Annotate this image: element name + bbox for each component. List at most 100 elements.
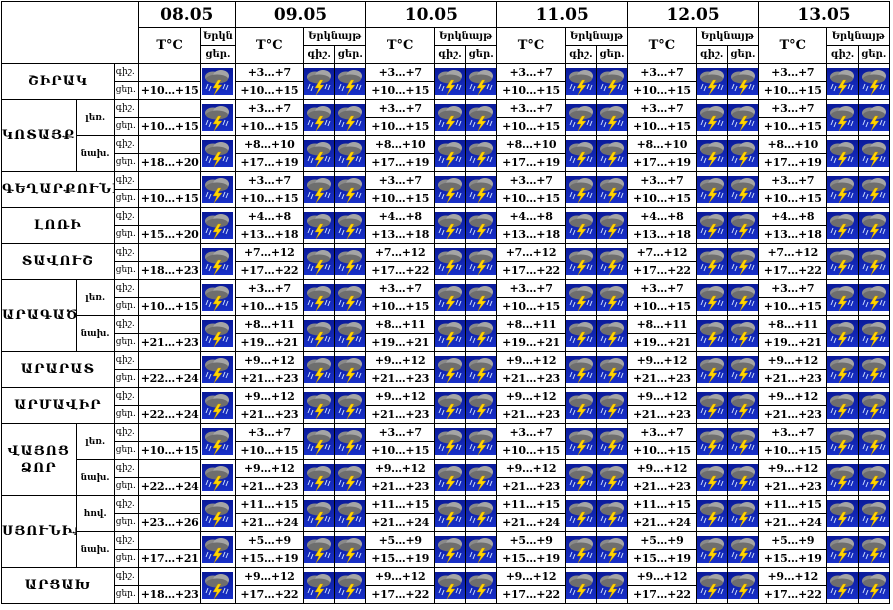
night-temperature: +8...+10 — [757, 135, 828, 154]
thunderstorm-rain-icon — [335, 536, 365, 563]
day-sky-cell — [595, 135, 629, 172]
thunderstorm-rain-icon — [697, 320, 727, 347]
thunderstorm-rain-icon — [202, 104, 234, 131]
night-temperature — [137, 423, 202, 442]
first-day-sky-cell — [200, 423, 236, 460]
night-temperature: +3...+7 — [757, 279, 828, 298]
night-sky-cell — [695, 387, 728, 424]
night-sky-cell — [564, 567, 597, 604]
night-temperature: +3...+7 — [757, 99, 828, 118]
date-header: 13.05 — [758, 1, 890, 28]
day-label: ցեր. — [113, 333, 139, 352]
night-temperature: +7...+12 — [757, 243, 828, 262]
thunderstorm-rain-icon — [435, 464, 465, 491]
first-day-sky-cell — [200, 135, 236, 172]
region-day-row: ցեր. +21...+23 +19...+21 +19...+21 +19...+21… — [2, 333, 890, 352]
night-sky-cell — [826, 207, 859, 244]
night-sky-cell — [564, 279, 597, 316]
temperature-header: T°C — [234, 27, 305, 64]
night-temperature: +9...+12 — [496, 351, 566, 370]
day-label: ցեր. — [113, 477, 139, 496]
night-temperature: +9...+12 — [234, 459, 305, 478]
thunderstorm-rain-icon — [827, 176, 858, 203]
day-temperature: +21...+23 — [365, 477, 435, 496]
thunderstorm-rain-icon — [827, 68, 858, 95]
night-temperature: +8...+11 — [757, 315, 828, 334]
day-temperature: +17...+22 — [234, 261, 305, 280]
day-temperature: +10...+15 — [137, 81, 202, 100]
day-temperature: +21...+23 — [365, 369, 435, 388]
day-temperature: +13...+18 — [496, 225, 566, 244]
thunderstorm-rain-icon — [566, 212, 596, 239]
night-sky-cell — [826, 135, 859, 172]
day-temperature: +19...+21 — [365, 333, 435, 352]
region-day-row: ցեր. +10...+15 +10...+15 +10...+15 +10...+15… — [2, 297, 890, 316]
thunderstorm-rain-icon — [335, 284, 365, 311]
region-name: ԱՐՄԱՎԻՐ — [1, 387, 115, 424]
day-sky-cell — [334, 531, 367, 568]
thunderstorm-rain-icon — [202, 500, 234, 527]
day-temperature: +15...+19 — [234, 549, 305, 568]
region-name: ՇԻՐԱԿ — [1, 63, 115, 100]
thunderstorm-rain-icon — [827, 392, 858, 419]
night-sky-cell — [303, 567, 336, 604]
day-temperature: +10...+15 — [137, 117, 202, 136]
thunderstorm-rain-icon — [435, 104, 465, 131]
thunderstorm-rain-icon — [728, 500, 758, 527]
date-header: 08.05 — [137, 1, 236, 28]
night-sky-cell — [826, 243, 859, 280]
day-temperature: +21...+23 — [627, 405, 697, 424]
night-temperature: +5...+9 — [757, 531, 828, 550]
day-label: ցեր. — [113, 225, 139, 244]
thunderstorm-rain-icon — [728, 320, 758, 347]
night-sky-cell — [303, 279, 336, 316]
day-sky-cell — [726, 495, 760, 532]
day-sky-cell — [857, 387, 891, 424]
night-sky-cell — [433, 423, 467, 460]
thunderstorm-rain-icon — [202, 176, 234, 203]
day-temperature: +21...+24 — [627, 513, 697, 532]
day-temperature: +21...+24 — [234, 513, 305, 532]
night-temperature: +7...+12 — [234, 243, 305, 262]
day-sky-cell — [726, 171, 760, 208]
night-temperature: +8...+11 — [627, 315, 697, 334]
day-temperature: +10...+15 — [234, 297, 305, 316]
night-sky-cell — [303, 495, 336, 532]
day-sky-cell — [726, 351, 760, 388]
night-sky-cell — [303, 531, 336, 568]
night-sky-cell — [303, 423, 336, 460]
night-temperature: +9...+12 — [757, 459, 828, 478]
night-temperature: +9...+12 — [757, 351, 828, 370]
night-temperature: +9...+12 — [365, 387, 435, 406]
night-label: գիշ. — [113, 171, 139, 190]
region-night-row: ԳԵՂԱՐՔՈՒՆԻՔգիշ. +3...+7 +3...+7 +3...+7 +3..… — [1, 171, 891, 208]
thunderstorm-rain-icon — [304, 392, 334, 419]
day-sky-cell — [726, 243, 760, 280]
night-label: գիշ. — [113, 423, 139, 442]
day-temperature: +10...+15 — [365, 441, 435, 460]
day-sky-cell — [726, 63, 760, 100]
night-sky-cell — [826, 279, 859, 316]
day-temperature: +13...+18 — [365, 225, 435, 244]
day-sky-cell — [595, 243, 629, 280]
night-temperature: +8...+10 — [627, 135, 697, 154]
night-sky-cell — [303, 99, 336, 136]
thunderstorm-rain-icon — [728, 572, 758, 599]
night-temperature: +4...+8 — [627, 207, 697, 226]
thunderstorm-rain-icon — [697, 176, 727, 203]
night-sky-cell — [826, 459, 859, 496]
day-sky-cell — [857, 207, 891, 244]
thunderstorm-rain-icon — [202, 284, 234, 311]
thunderstorm-rain-icon — [827, 284, 858, 311]
day-temperature: +21...+23 — [234, 477, 305, 496]
day-sky-cell — [726, 99, 760, 136]
thunderstorm-rain-icon — [466, 212, 496, 239]
day-label: ցեր. — [113, 297, 139, 316]
thunderstorm-rain-icon — [566, 104, 596, 131]
day-temperature: +13...+18 — [627, 225, 697, 244]
day-temperature: +10...+15 — [234, 81, 305, 100]
day-sky-cell — [595, 495, 629, 532]
day-sky-cell — [857, 531, 891, 568]
thunderstorm-rain-icon — [697, 284, 727, 311]
night-temperature: +9...+12 — [627, 351, 697, 370]
